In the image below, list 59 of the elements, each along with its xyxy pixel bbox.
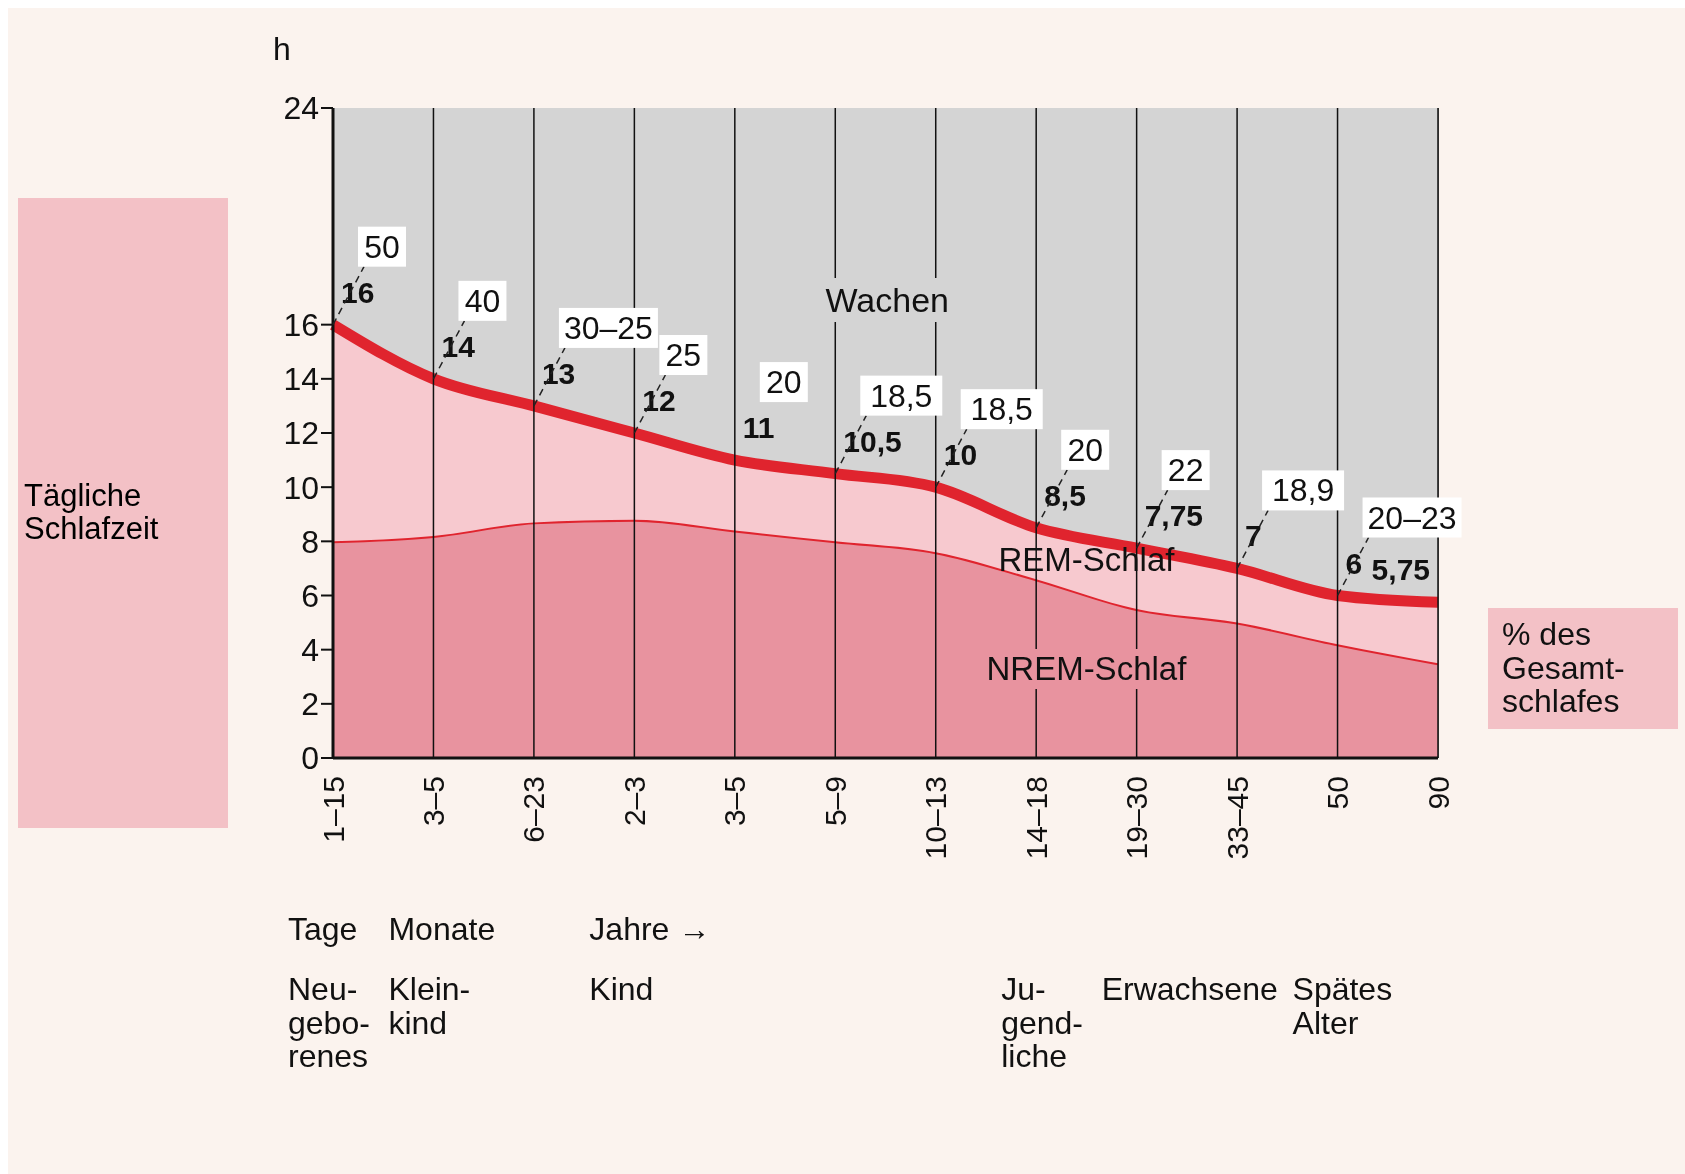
x-tick-label: 6–23 xyxy=(517,776,551,843)
y-tick-label: 16 xyxy=(283,307,319,344)
y-tick-label: 24 xyxy=(283,90,319,127)
x-tick-label: 19–30 xyxy=(1120,776,1154,860)
annotation: 18,9 xyxy=(1271,472,1335,509)
text: Klein-kind xyxy=(388,971,472,1041)
total-label: 8,5 xyxy=(1044,478,1086,512)
annotation: 30–25 xyxy=(563,309,653,346)
total-label: 6 xyxy=(1345,546,1363,580)
y-tick-label: 4 xyxy=(301,632,319,669)
annotation: 50 xyxy=(364,228,400,265)
total-label: 11 xyxy=(742,411,775,445)
x-tick-label: 2–3 xyxy=(617,776,651,827)
y-tick-label: 8 xyxy=(301,523,319,560)
total-label: 13 xyxy=(541,356,576,390)
x-tick-label: 14–18 xyxy=(1019,776,1053,860)
text: Spätes Alter xyxy=(1292,971,1394,1041)
text: Erwachsene xyxy=(1101,971,1278,1007)
annotation: 25 xyxy=(665,337,702,373)
total-label: 7 xyxy=(1245,519,1262,553)
total-label: 12 xyxy=(642,384,676,417)
y-tick-label: 12 xyxy=(283,415,319,452)
series-label: NREM-Schlaf xyxy=(986,648,1187,689)
y-tick-label: 14 xyxy=(283,361,319,398)
text: Ju-gend-liche xyxy=(1001,971,1084,1075)
text: h xyxy=(273,31,292,67)
annotation: 40 xyxy=(464,282,501,319)
x-tick-label: 10–13 xyxy=(919,776,953,860)
x-tick-label: 50 xyxy=(1321,776,1355,810)
y-tick-label: 2 xyxy=(301,686,319,723)
y-tick-label: 0 xyxy=(301,740,319,777)
text: Tage xyxy=(288,911,358,947)
x-tick-label: 1–15 xyxy=(316,776,350,843)
text: Neu-gebo-renes xyxy=(288,971,370,1075)
total-label: 16 xyxy=(341,275,375,309)
x-tick-label: 90 xyxy=(1421,776,1455,810)
x-tick-label: 33–45 xyxy=(1220,776,1254,860)
total-label: 5,75 xyxy=(1371,553,1430,587)
y-axis-title: Tägliche Schlafzeit xyxy=(18,198,228,828)
x-tick-label: 3–5 xyxy=(718,776,752,827)
total-label: 7,75 xyxy=(1144,499,1204,533)
annotation: 20–23 xyxy=(1367,499,1457,536)
text: % des Gesamt-schlafes xyxy=(1488,608,1678,729)
annotation: 20 xyxy=(766,364,802,401)
y-tick-label: 6 xyxy=(301,577,319,614)
text: Jahre → xyxy=(589,911,712,947)
annotation: 20 xyxy=(1067,431,1103,468)
annotation: 18,5 xyxy=(970,391,1033,428)
text: Kind xyxy=(589,971,655,1007)
text: Monate xyxy=(388,911,497,947)
annotation: 22 xyxy=(1167,452,1204,489)
x-tick-label: 5–9 xyxy=(818,776,852,827)
y-tick-label: 10 xyxy=(283,469,319,506)
annotation: 18,5 xyxy=(870,377,933,414)
x-tick-label: 3–5 xyxy=(416,776,450,827)
total-label: 14 xyxy=(441,329,476,363)
band-label: Wachen xyxy=(825,278,949,322)
total-label: 10 xyxy=(943,438,978,472)
total-label: 10,5 xyxy=(843,424,902,458)
